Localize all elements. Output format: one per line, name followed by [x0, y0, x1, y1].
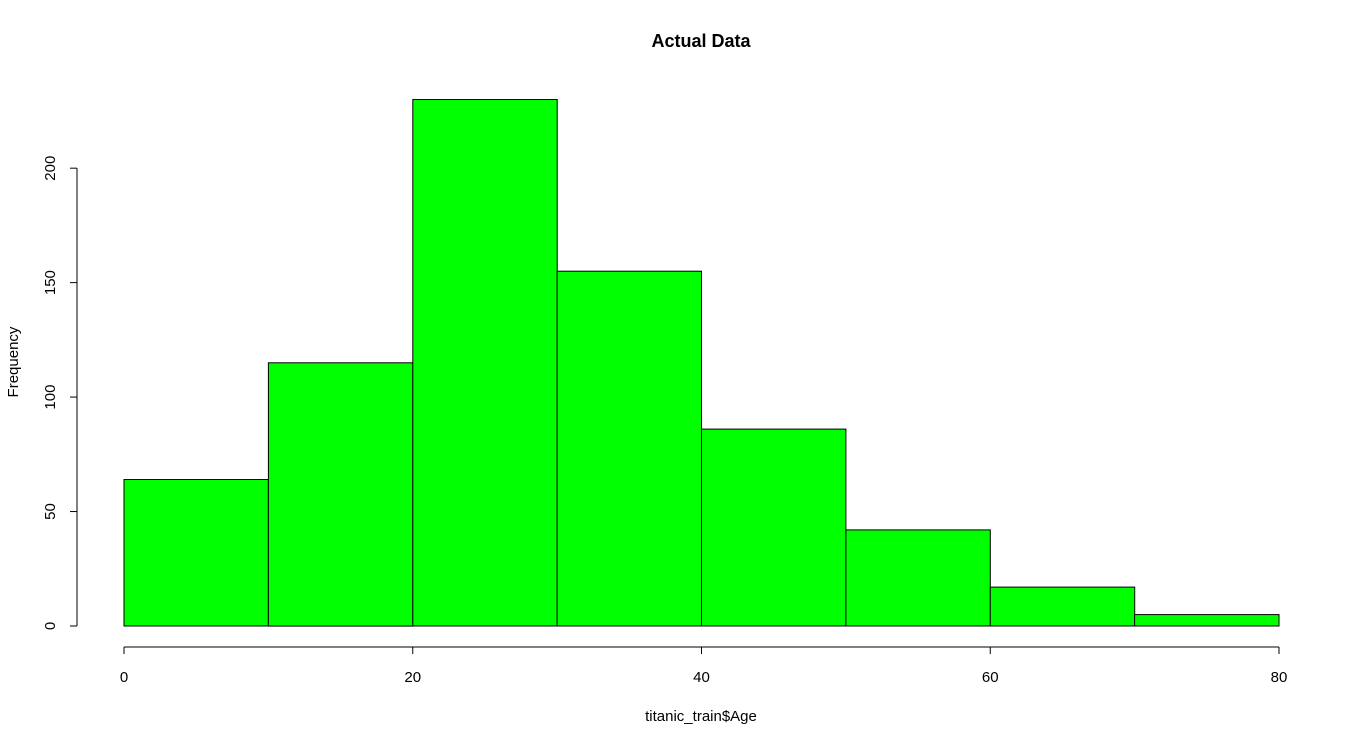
histogram-bar-0 — [123, 479, 269, 627]
y-tick-label-3: 150 — [42, 270, 59, 295]
y-tick-label-2: 100 — [42, 385, 59, 410]
chart-title: Actual Data — [651, 31, 751, 51]
x-tick-label-4: 80 — [1271, 669, 1288, 686]
y-tick-label-4: 200 — [42, 156, 59, 181]
y-tick-label-0: 0 — [42, 622, 59, 630]
y-axis: 0 50 100 150 200 — [42, 156, 78, 630]
histogram-bar-5 — [845, 529, 991, 627]
x-axis-label: titanic_train$Age — [645, 708, 757, 725]
x-tick-label-1: 20 — [404, 669, 421, 686]
histogram-bar-2 — [412, 99, 558, 627]
histogram-bar-4 — [701, 428, 847, 627]
bars-layer — [123, 99, 1280, 627]
x-tick-label-3: 60 — [982, 669, 999, 686]
histogram-bar-1 — [267, 362, 414, 627]
x-axis: 0 20 40 60 80 — [120, 646, 1288, 686]
x-tick-label-0: 0 — [120, 669, 128, 686]
y-tick-label-1: 50 — [42, 503, 59, 520]
y-axis-label: Frequency — [5, 326, 22, 397]
histogram-bar-6 — [989, 586, 1136, 627]
histogram-bar-3 — [556, 270, 702, 627]
histogram-bar-7 — [1134, 614, 1280, 627]
x-tick-label-2: 40 — [693, 669, 710, 686]
